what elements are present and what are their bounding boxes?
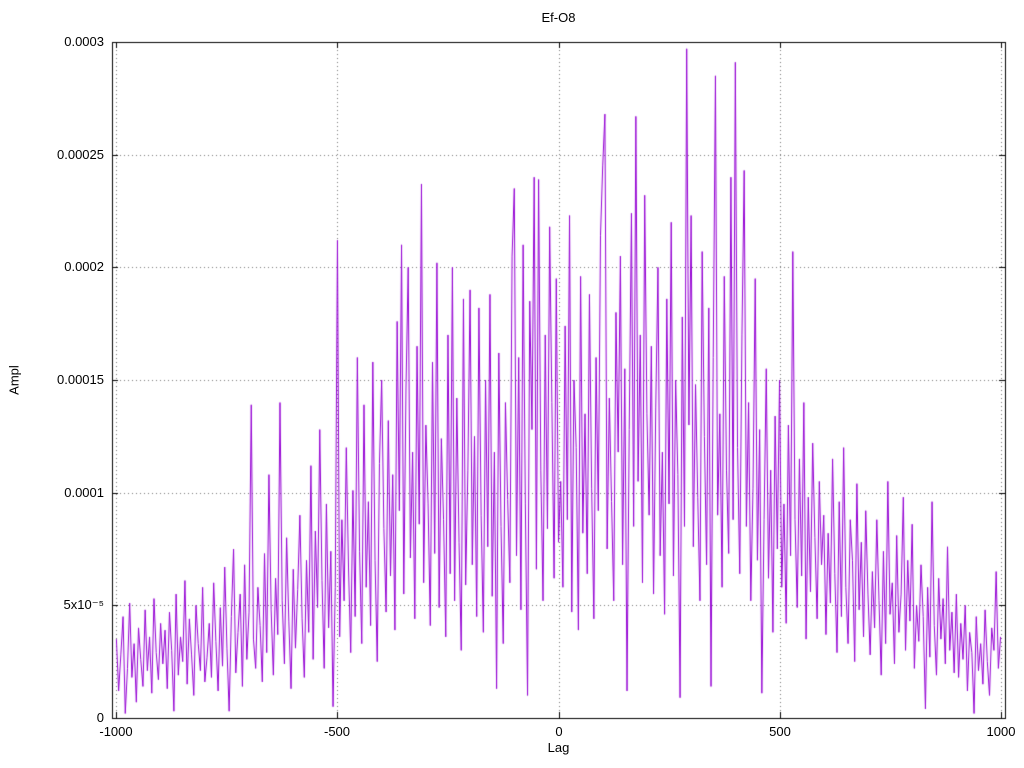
x-axis-label: Lag bbox=[547, 740, 570, 755]
y-tick-label: 0.0003 bbox=[64, 34, 104, 49]
x-tick-label: -500 bbox=[323, 724, 351, 739]
x-tick-label: 500 bbox=[769, 724, 791, 739]
x-tick-label: 0 bbox=[555, 724, 563, 739]
y-tick-label: 0 bbox=[96, 710, 104, 725]
y-tick-label: 0.0002 bbox=[64, 259, 104, 274]
y-tick-label: 0.0001 bbox=[64, 485, 104, 500]
y-tick-label: 5x10⁻⁵ bbox=[63, 597, 104, 612]
x-tick-label: -1000 bbox=[99, 724, 133, 739]
y-tick-label: 0.00015 bbox=[57, 372, 104, 387]
x-tick-label: 1000 bbox=[986, 724, 1016, 739]
y-tick-label: 0.00025 bbox=[57, 147, 104, 162]
chart-title: Ef-O8 bbox=[541, 10, 576, 25]
